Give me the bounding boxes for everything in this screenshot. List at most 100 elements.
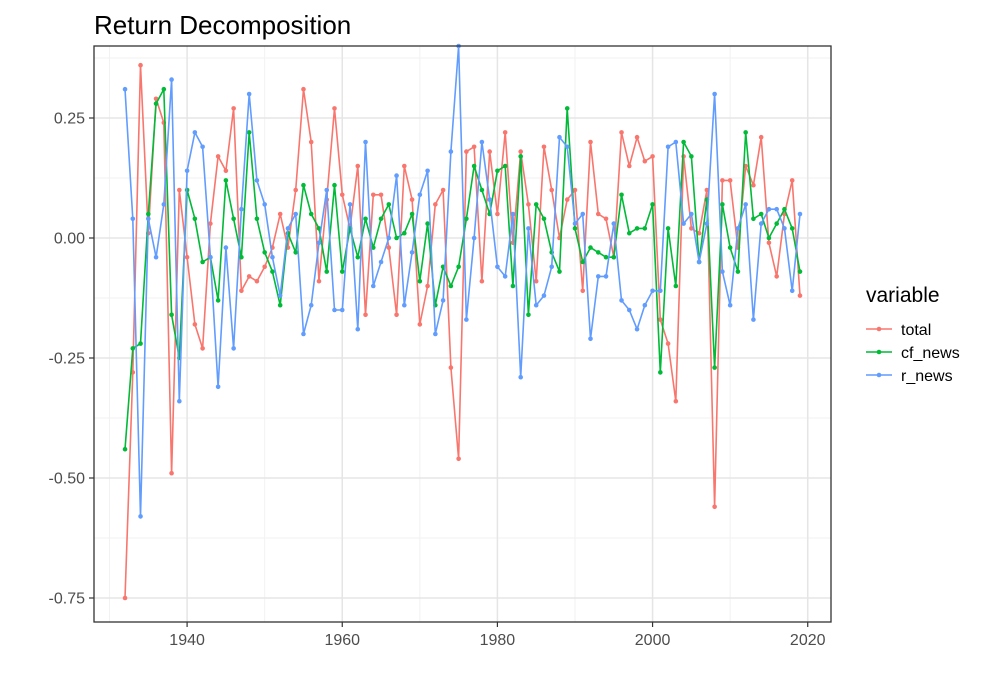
x-tick-label: 2000 [635, 632, 671, 649]
data-point-cf_news [254, 216, 260, 222]
data-point-r_news [595, 274, 601, 279]
data-point-r_news [122, 86, 128, 92]
data-point-cf_news [386, 202, 392, 207]
data-point-r_news [223, 245, 229, 250]
data-point-cf_news [642, 226, 648, 231]
data-point-r_news [270, 254, 275, 260]
data-point-cf_news [277, 302, 283, 308]
data-point-r_news [161, 202, 167, 207]
data-point-r_news [720, 269, 725, 274]
legend-key-point-cf_news [876, 349, 882, 355]
data-point-r_news [433, 331, 438, 337]
data-point-r_news [425, 168, 430, 174]
data-point-total [448, 365, 454, 370]
data-point-cf_news [526, 312, 531, 318]
data-point-cf_news [541, 216, 547, 222]
data-point-cf_news [301, 182, 306, 188]
data-point-r_news [254, 178, 260, 183]
data-point-r_news [316, 240, 322, 246]
data-point-r_news [464, 317, 469, 322]
data-point-cf_news [720, 202, 725, 207]
data-point-total [588, 139, 593, 145]
series-line-cf_news [124, 88, 801, 450]
data-point-total [425, 283, 430, 289]
data-point-r_news [758, 221, 764, 226]
data-point-total [502, 130, 508, 135]
data-point-r_news [642, 302, 648, 308]
data-point-total [689, 226, 694, 231]
data-point-total [355, 163, 361, 169]
data-point-total [378, 192, 384, 198]
y-tick-label: -0.50 [49, 471, 86, 488]
data-point-total [192, 322, 198, 327]
data-point-cf_news [246, 130, 252, 135]
data-point-cf_news [394, 235, 399, 241]
data-point-total [200, 346, 205, 351]
data-point-r_news [735, 226, 741, 231]
data-point-cf_news [138, 341, 143, 346]
data-point-cf_news [634, 226, 640, 231]
data-point-total [549, 187, 555, 193]
data-point-total [720, 178, 725, 183]
data-point-cf_news [130, 346, 136, 351]
data-point-total [184, 254, 190, 260]
data-point-total [758, 134, 764, 140]
data-point-cf_news [223, 178, 229, 183]
data-point-total [370, 192, 376, 198]
data-point-r_news [347, 202, 353, 207]
data-point-r_news [370, 283, 376, 289]
data-point-r_news [402, 302, 407, 308]
data-point-total [603, 216, 609, 222]
data-point-total [138, 62, 143, 68]
data-point-cf_news [169, 312, 174, 318]
data-point-cf_news [588, 245, 593, 250]
data-point-total [712, 504, 717, 510]
data-point-total [595, 211, 601, 217]
data-point-r_news [766, 206, 772, 212]
data-point-cf_news [743, 130, 748, 135]
data-point-r_news [712, 91, 717, 97]
legend-label-total: total [901, 322, 931, 339]
data-point-cf_news [557, 269, 562, 274]
data-point-total [177, 187, 182, 193]
data-point-cf_news [409, 211, 415, 217]
data-point-r_news [378, 259, 384, 265]
data-point-cf_news [122, 446, 128, 452]
data-point-r_news [394, 173, 399, 178]
chart-title: Return Decomposition [94, 10, 351, 40]
x-tick-label: 1960 [324, 632, 360, 649]
data-point-r_news [184, 168, 190, 174]
data-point-r_news [239, 206, 244, 212]
data-point-total [440, 187, 446, 193]
data-point-total [533, 278, 539, 284]
data-point-total [541, 144, 547, 150]
data-point-cf_news [650, 202, 655, 207]
data-point-r_news [572, 221, 578, 226]
data-point-r_news [580, 211, 586, 217]
data-point-r_news [386, 235, 392, 241]
data-point-cf_news [161, 86, 167, 92]
data-point-cf_news [332, 182, 337, 188]
x-tick-label: 1940 [169, 632, 205, 649]
data-point-r_news [774, 206, 779, 212]
data-point-cf_news [293, 250, 299, 255]
data-point-total [580, 288, 586, 294]
data-point-cf_news [153, 101, 159, 106]
data-point-cf_news [363, 216, 368, 222]
data-point-r_news [727, 302, 733, 308]
data-point-total [704, 187, 710, 193]
data-point-cf_news [727, 245, 733, 250]
data-point-total [301, 86, 306, 92]
data-point-r_news [665, 144, 671, 150]
data-point-total [363, 312, 368, 318]
data-point-cf_news [681, 139, 686, 145]
data-point-cf_news [262, 250, 267, 255]
data-point-total [626, 163, 632, 169]
data-point-r_news [324, 187, 330, 193]
data-point-r_news [557, 134, 562, 140]
data-point-r_news [308, 302, 314, 308]
data-point-r_news [146, 216, 151, 222]
data-point-r_news [215, 384, 221, 390]
data-point-total [122, 595, 128, 601]
data-point-r_news [471, 235, 477, 241]
